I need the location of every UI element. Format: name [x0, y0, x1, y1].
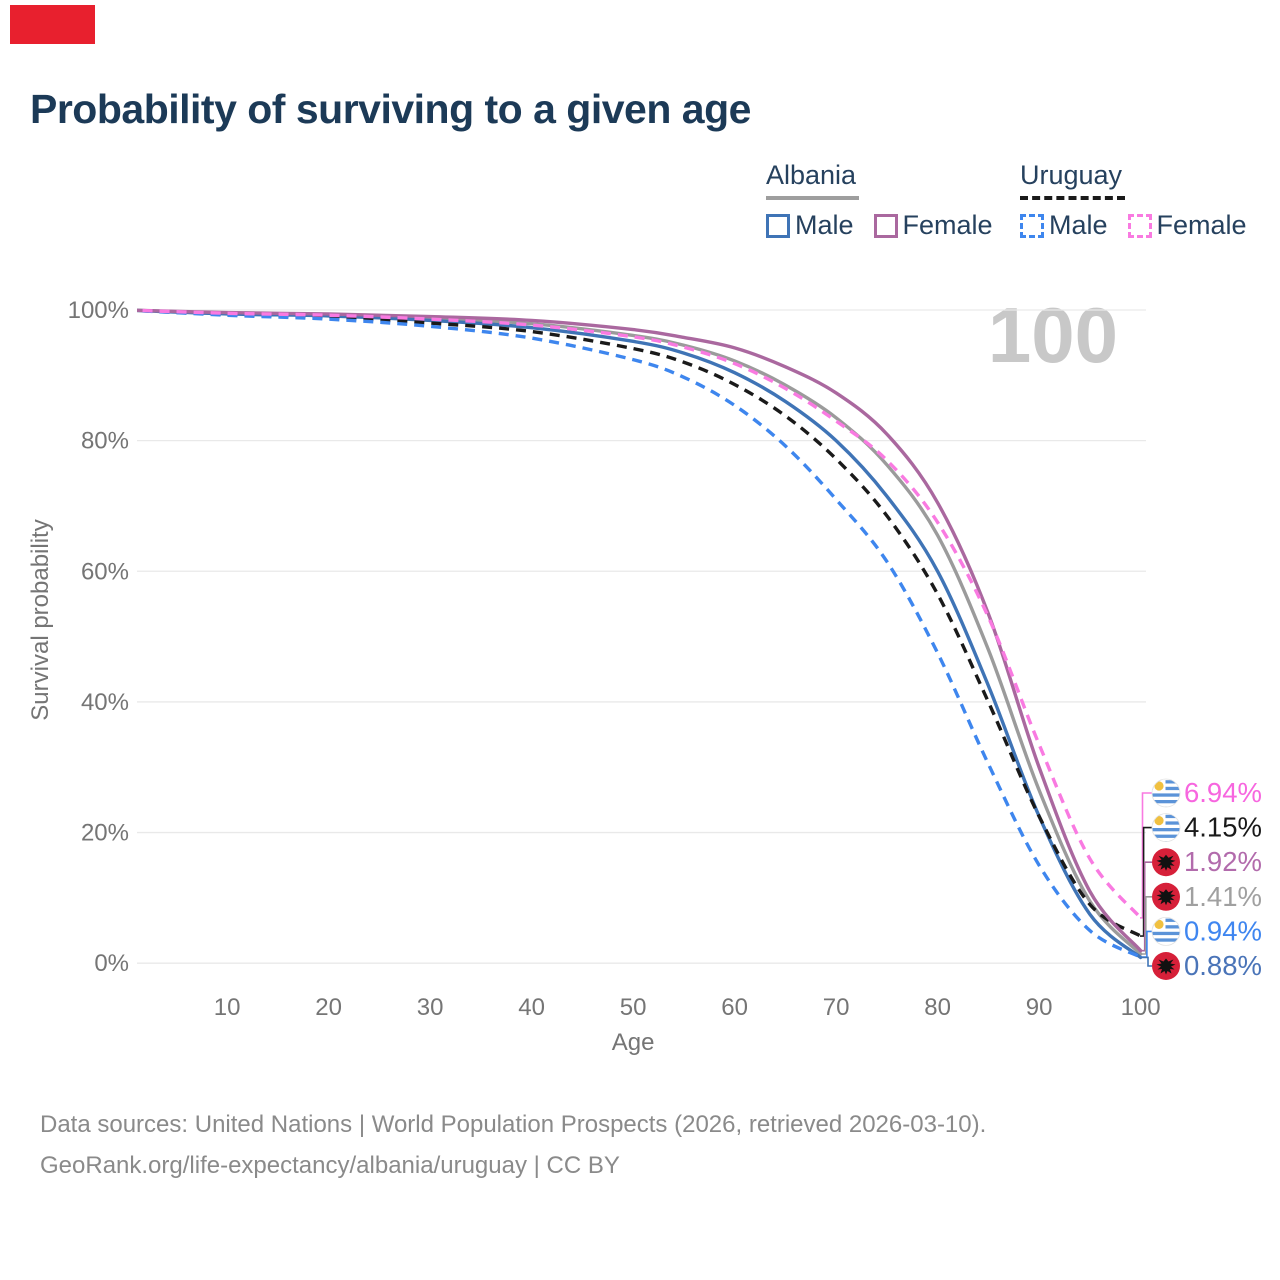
y-tick-label: 20%: [81, 820, 129, 847]
x-tick-label: 40: [518, 994, 545, 1021]
x-axis-title: Age: [612, 1029, 655, 1056]
x-tick-label: 50: [620, 994, 647, 1021]
y-tick-label: 80%: [81, 428, 129, 455]
uruguay-female-swatch-icon: [1127, 213, 1152, 238]
footer-data-sources: Data sources: United Nations | World Pop…: [40, 1111, 987, 1138]
y-tick-label: 100%: [68, 297, 129, 324]
end-value-label-uruguay-all: 4.15%: [1184, 812, 1262, 843]
y-tick-label: 40%: [81, 689, 129, 716]
series-line-albania-all[interactable]: [126, 308, 1143, 956]
uruguay-flag-icon: [1151, 778, 1181, 808]
series-line-albania-female[interactable]: [126, 308, 1143, 953]
y-tick-label: 0%: [94, 950, 129, 977]
legend-label: Male: [795, 210, 854, 240]
legend-label: Male: [1049, 210, 1108, 240]
y-axis-title: Survival probability: [27, 519, 54, 720]
chart-title: Probability of surviving to a given age: [30, 86, 751, 132]
leader-line-albania-all: [1140, 896, 1152, 955]
chart-footer: Data sources: United Nations | World Pop…: [40, 1104, 986, 1186]
leader-line-uruguay-female: [1140, 792, 1152, 919]
albania-flag-icon: [1152, 848, 1180, 877]
leader-line-albania-female: [1140, 861, 1152, 952]
series-line-uruguay-male[interactable]: [126, 308, 1142, 959]
footer-attribution: GeoRank.org/life-expectancy/albania/urug…: [40, 1152, 620, 1179]
albania-flag-icon: [1152, 882, 1180, 911]
x-tick-label: 100: [1121, 994, 1161, 1021]
legend-group-title-uruguay[interactable]: Uruguay: [1020, 160, 1126, 200]
leader-line-uruguay-all: [1140, 826, 1152, 937]
x-tick-label: 20: [315, 994, 342, 1021]
end-value-label-uruguay-female: 6.94%: [1184, 777, 1262, 808]
albania-male-swatch-icon: [766, 213, 790, 238]
series-line-uruguay-all[interactable]: [126, 308, 1142, 938]
legend-item-albania-male[interactable]: Male: [766, 210, 854, 241]
red-artifact-rectangle: [10, 5, 95, 44]
uruguay-flag-icon: [1151, 813, 1181, 842]
albania-female-swatch-icon: [873, 213, 898, 238]
x-tick-label: 70: [823, 994, 850, 1021]
legend-item-uruguay-female[interactable]: Female: [1127, 210, 1247, 241]
x-tick-label: 90: [1026, 994, 1053, 1021]
x-tick-label: 60: [721, 994, 748, 1021]
end-value-label-uruguay-male: 0.94%: [1184, 915, 1262, 946]
legend-item-uruguay-male[interactable]: Male: [1020, 210, 1108, 241]
legend-item-albania-female[interactable]: Female: [873, 210, 993, 241]
end-value-label-albania-male: 0.88%: [1184, 950, 1262, 981]
uruguay-male-swatch-icon: [1020, 213, 1044, 238]
x-tick-label: 30: [417, 994, 444, 1021]
legend-label: Female: [902, 210, 993, 240]
y-tick-label: 60%: [81, 558, 129, 585]
legend-group-albania: Albania Male Female: [766, 160, 993, 241]
series-line-uruguay-female[interactable]: [126, 308, 1142, 919]
legend-label: Female: [1156, 210, 1247, 240]
end-value-label-albania-all: 1.41%: [1184, 881, 1262, 912]
legend: Albania Male Female Uruguay Male: [0, 0, 1280, 260]
albania-flag-icon: [1152, 952, 1180, 980]
x-tick-label: 80: [924, 994, 951, 1021]
series-line-albania-male[interactable]: [126, 308, 1143, 960]
end-value-label-albania-female: 1.92%: [1184, 846, 1262, 877]
leader-line-albania-male: [1140, 956, 1152, 967]
legend-group-title-albania[interactable]: Albania: [766, 160, 860, 200]
legend-group-uruguay: Uruguay Male Female: [1020, 160, 1247, 241]
x-tick-label: 10: [214, 994, 241, 1021]
uruguay-flag-icon: [1151, 917, 1181, 946]
age-100-watermark: 100: [988, 291, 1118, 379]
